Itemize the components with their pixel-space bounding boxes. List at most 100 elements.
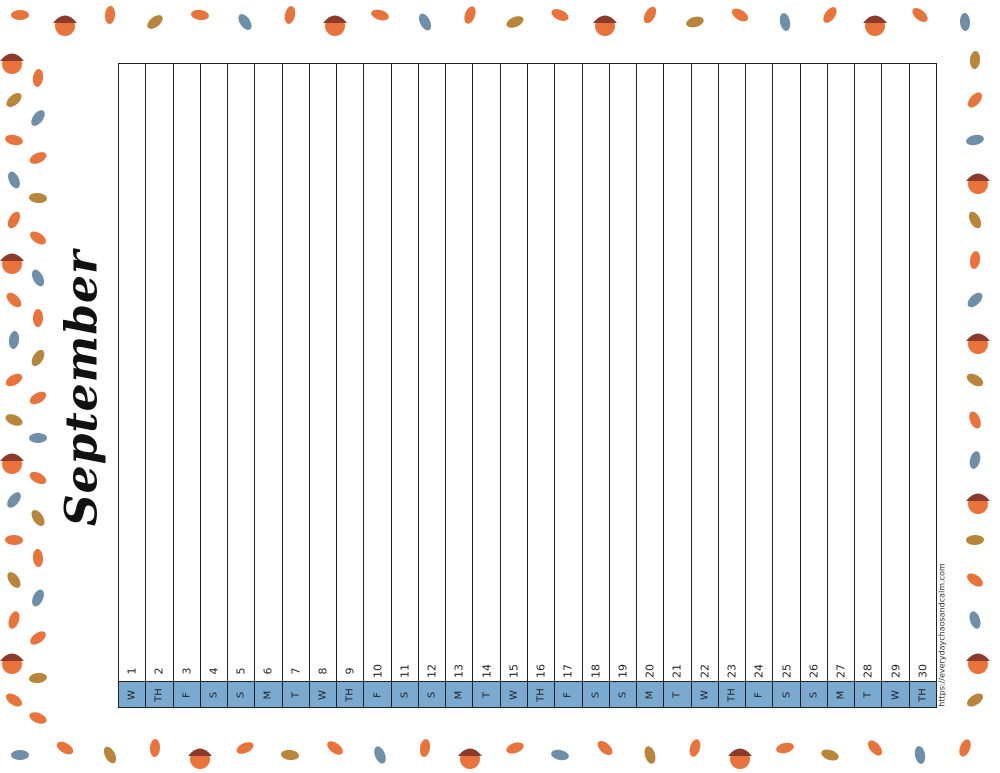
leaf-icon (5, 373, 23, 387)
weekday-label: F (181, 691, 193, 698)
leaf-icon (6, 92, 22, 108)
day-column[interactable]: 11 S (391, 64, 419, 707)
weekday-label: M (835, 690, 847, 699)
day-number: 28 (861, 664, 875, 678)
day-column[interactable]: 24 F (746, 64, 774, 707)
leaf-icon (238, 14, 252, 30)
acorn-icon (0, 453, 24, 474)
leaf-icon (506, 16, 524, 28)
day-number: 27 (834, 664, 848, 678)
weekday-label: S (235, 691, 247, 698)
day-number: 8 (316, 667, 330, 675)
leaf-icon (103, 746, 117, 764)
day-column[interactable]: 2 TH (146, 64, 174, 707)
weekday-label: S (808, 691, 820, 698)
day-column[interactable]: 18 S (582, 64, 610, 707)
leaf-icon (779, 13, 791, 31)
leaf-icon (959, 13, 971, 31)
weekday-cell: T (282, 681, 309, 707)
leaf-icon (8, 611, 20, 629)
leaf-icon (31, 349, 45, 367)
day-column[interactable]: 26 S (800, 64, 828, 707)
weekday-label: M (644, 690, 656, 699)
day-column[interactable]: 9 TH (337, 64, 365, 707)
month-title: September (56, 249, 108, 527)
leaf-icon (551, 9, 569, 21)
day-column[interactable]: 17 F (555, 64, 583, 707)
leaf-icon (29, 391, 47, 405)
day-column[interactable]: 23 TH (718, 64, 747, 707)
leaf-icon (327, 741, 343, 755)
weekday-cell: M (255, 681, 282, 707)
weekday-cell: TH (909, 681, 936, 707)
day-column[interactable]: 16 TH (527, 64, 556, 707)
leaf-icon (5, 134, 23, 146)
leaf-icon (30, 231, 46, 245)
day-number: 3 (180, 667, 194, 675)
day-column[interactable]: 20 M (637, 64, 665, 707)
leaf-icon (969, 611, 981, 629)
leaf-icon (29, 432, 47, 444)
leaf-icon (236, 742, 254, 754)
weekday-label: W (508, 689, 520, 700)
day-column[interactable]: 15 W (500, 64, 528, 707)
day-column[interactable]: 22 W (691, 64, 719, 707)
weekday-cell: TH (527, 681, 555, 707)
weekday-cell: F (555, 681, 582, 707)
leaf-icon (11, 750, 29, 760)
weekday-label: S (208, 691, 220, 698)
weekday-label: TH (344, 687, 356, 702)
day-number: 16 (534, 664, 548, 678)
day-number: 22 (698, 664, 712, 678)
day-number: 6 (261, 667, 275, 675)
day-number: 11 (398, 664, 412, 678)
page-panel (50, 42, 955, 727)
acorn-icon (966, 333, 990, 354)
leaf-icon (147, 15, 163, 29)
leaf-icon (967, 693, 983, 707)
weekday-label: S (426, 691, 438, 698)
weekday-cell: TH (146, 681, 173, 707)
leaf-icon (967, 573, 983, 587)
day-column[interactable]: 30 TH (909, 64, 936, 707)
day-column[interactable]: 25 S (773, 64, 801, 707)
leaf-icon (149, 739, 161, 757)
weekday-label: W (126, 689, 138, 700)
weekday-label: S (617, 691, 629, 698)
weekday-label: M (453, 690, 465, 699)
weekday-cell: S (773, 681, 800, 707)
leaf-icon (29, 712, 47, 724)
acorn-icon (323, 15, 347, 36)
leaf-icon (966, 534, 984, 546)
day-column[interactable]: 28 T (855, 64, 883, 707)
day-column[interactable]: 13 M (446, 64, 474, 707)
acorn-icon (0, 53, 24, 74)
weekday-label: T (481, 691, 493, 698)
day-column[interactable]: 14 T (473, 64, 501, 707)
day-column[interactable]: 21 T (664, 64, 692, 707)
weekday-cell: W (119, 681, 146, 707)
day-number: 19 (616, 664, 630, 678)
weekday-cell: W (309, 681, 337, 707)
day-number: 18 (589, 664, 603, 678)
leaf-icon (8, 171, 20, 189)
leaf-icon (912, 8, 928, 22)
day-column[interactable]: 27 M (827, 64, 856, 707)
day-column[interactable]: 12 S (418, 64, 447, 707)
day-column[interactable]: 29 W (882, 64, 910, 707)
leaf-icon (968, 211, 982, 229)
acorn-icon (53, 15, 77, 36)
day-column[interactable]: 19 S (609, 64, 638, 707)
day-number: 29 (889, 664, 903, 678)
leaf-icon (29, 672, 47, 684)
day-column[interactable]: 10 F (364, 64, 392, 707)
leaf-icon (966, 134, 984, 146)
weekday-cell: S (582, 681, 609, 707)
